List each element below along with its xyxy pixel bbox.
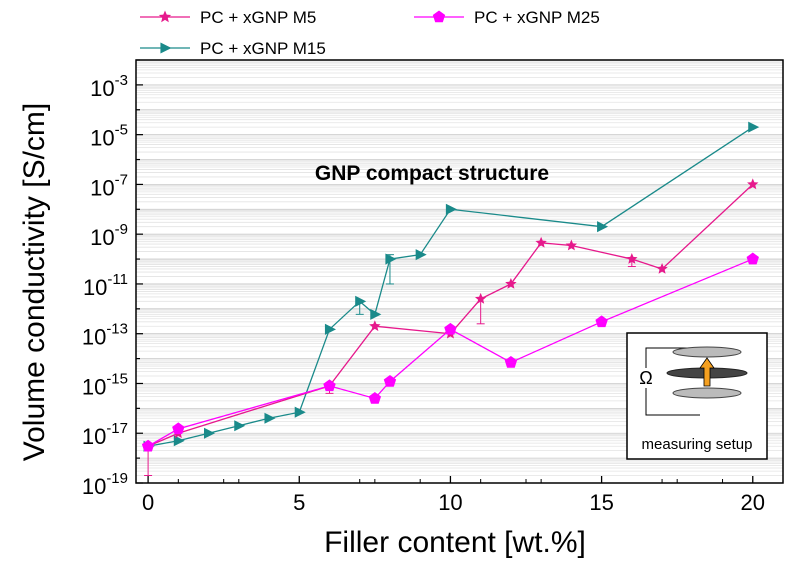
legend-label: PC + xGNP M5	[200, 8, 316, 27]
x-axis-title: Filler content [wt.%]	[324, 526, 586, 559]
inset-ohmmeter-box	[634, 368, 658, 388]
y-tick-label: 10-15	[82, 370, 128, 399]
data-point	[368, 391, 382, 404]
y-tick-label: 10-19	[82, 470, 128, 499]
data-point	[369, 320, 381, 332]
legend-label: PC + xGNP M25	[474, 8, 600, 27]
annotation-gnp-compact-structure: GNP compact structure	[315, 162, 549, 185]
data-point	[747, 178, 759, 190]
plot-frame	[135, 59, 784, 484]
y-tick-label: 10-5	[90, 122, 128, 151]
data-point	[504, 355, 518, 368]
data-point	[748, 121, 760, 133]
data-point	[355, 295, 367, 307]
series-pc-xgnp-m15	[143, 121, 760, 452]
legend-item: PC + xGNP M15	[140, 39, 326, 58]
inset-arrow-icon	[699, 357, 715, 387]
legend-marker	[432, 10, 446, 23]
inset-top-electrode	[672, 346, 742, 358]
data-point	[323, 379, 336, 392]
legend: PC + xGNP M5 PC + xGNP M25 PC + xGNP M15	[140, 8, 600, 58]
x-tick-label: 20	[741, 490, 765, 515]
data-point	[746, 252, 759, 265]
data-point	[172, 422, 185, 435]
measuring-setup-inset: Ω measuring setup	[626, 332, 768, 460]
x-tick-label: 5	[293, 490, 305, 515]
data-point	[234, 420, 246, 432]
data-point	[565, 239, 578, 251]
axis-ticks: 0 5 10 15 20 10-19 10-17 10-15 10-13 10-11 10-9 10-…	[82, 59, 765, 515]
y-axis-title: Volume conductivity [S/cm]	[18, 103, 51, 461]
series-pc-xgnp-m25	[141, 252, 759, 452]
data-point	[445, 203, 457, 215]
data-point	[324, 323, 336, 335]
legend-marker	[158, 10, 172, 23]
data-point	[141, 439, 155, 452]
x-tick-label: 15	[589, 490, 613, 515]
y-tick-label: 10-3	[90, 72, 128, 101]
legend-item: PC + xGNP M5	[140, 8, 316, 27]
data-point	[444, 322, 457, 335]
x-tick-label: 10	[438, 490, 462, 515]
data-point	[264, 412, 276, 424]
data-point	[415, 249, 427, 261]
y-tick-label: 10-9	[90, 221, 128, 250]
data-point	[204, 427, 216, 439]
ohm-symbol: Ω	[639, 368, 652, 388]
series-line	[147, 126, 754, 447]
data-point	[656, 262, 668, 274]
y-tick-label: 10-7	[90, 171, 128, 200]
data-point	[535, 236, 547, 248]
data-point	[505, 277, 517, 289]
data-point	[294, 406, 306, 418]
y-tick-label: 10-17	[82, 420, 128, 449]
series-line	[147, 183, 754, 447]
legend-label: PC + xGNP M15	[200, 39, 326, 58]
data-series	[141, 121, 760, 477]
legend-item: PC + xGNP M25	[414, 8, 600, 27]
legend-marker	[160, 42, 172, 54]
data-point	[595, 315, 608, 328]
data-point	[383, 375, 397, 387]
data-point	[173, 435, 185, 447]
inset-bottom-electrode	[672, 387, 742, 399]
data-point	[626, 253, 638, 264]
data-point	[474, 292, 487, 304]
data-point	[385, 253, 397, 265]
y-tick-label: 10-13	[82, 321, 128, 350]
data-point	[370, 308, 382, 320]
y-tick-label: 10-11	[83, 271, 128, 300]
x-tick-label: 0	[142, 490, 154, 515]
data-point	[597, 221, 609, 233]
inset-caption: measuring setup	[642, 436, 753, 453]
